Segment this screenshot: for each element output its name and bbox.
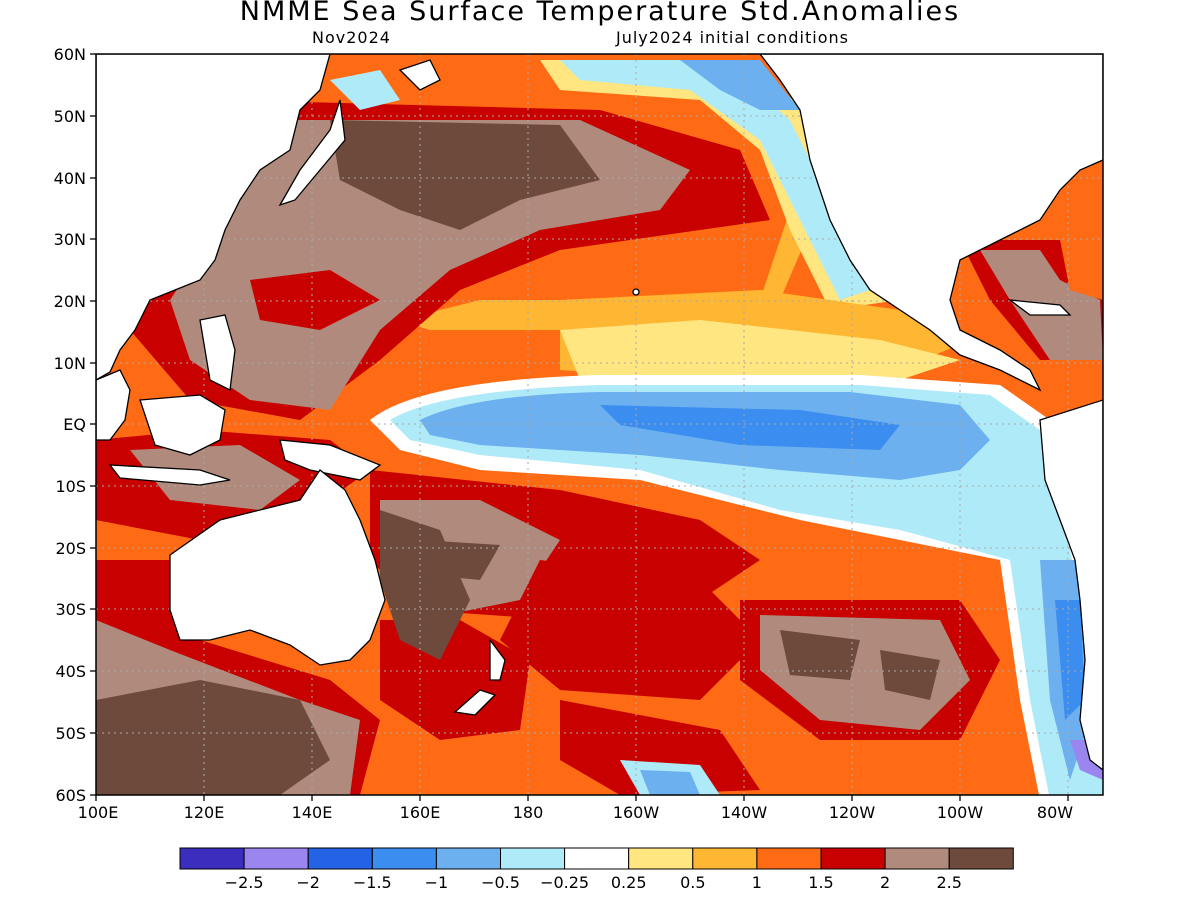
cuba	[1007, 299, 1072, 316]
lat-label: 20N	[54, 292, 86, 311]
new-guinea	[279, 439, 382, 481]
colorbar-swatch	[564, 847, 630, 870]
lon-label: 100E	[78, 803, 119, 822]
java	[108, 464, 231, 486]
land	[96, 54, 1103, 771]
malay-peninsula	[96, 369, 131, 441]
lat-label: 20S	[55, 539, 86, 558]
borneo	[139, 394, 226, 456]
colorbar-swatch	[179, 847, 245, 870]
north-america	[759, 54, 1103, 392]
colorbar-swatch	[435, 847, 501, 870]
forecast-month: Nov2024	[312, 28, 391, 47]
colorbar-swatch	[243, 847, 309, 870]
new-zealand-south	[453, 689, 497, 716]
lat-label: 60S	[55, 786, 86, 805]
colorbar-label: 0.5	[680, 873, 705, 892]
colorbar-swatch	[307, 847, 373, 870]
colorbar-label: 2.5	[936, 873, 961, 892]
japan	[278, 99, 346, 207]
colorbar-swatch	[948, 847, 1014, 870]
lat-label: EQ	[63, 415, 86, 434]
lat-label: 30S	[55, 600, 86, 619]
aleutian-islands	[398, 59, 441, 91]
lon-label: 160W	[613, 803, 660, 822]
lon-label: 100W	[937, 803, 984, 822]
longitude-labels: 100E 120E 140E 160E 180 160W 140W 120W 1…	[78, 803, 1074, 822]
anomaly-field	[96, 54, 1103, 795]
latitude-labels: 60N 50N 40N 30N 20N 10N EQ 10S 20S 30S 4…	[54, 45, 86, 805]
colorbar-swatch	[820, 847, 886, 870]
lat-label: 10N	[54, 354, 86, 373]
australia	[169, 469, 386, 666]
colorbar-swatch	[371, 847, 437, 870]
lat-label: 50N	[54, 107, 86, 126]
colorbar-label: −0.25	[540, 873, 589, 892]
lon-label: 80W	[1037, 803, 1073, 822]
lat-label: 60N	[54, 45, 86, 64]
lat-label: 40S	[55, 662, 86, 681]
new-zealand	[489, 638, 506, 681]
asia-landmass	[96, 54, 331, 381]
colorbar: −2.5 −2 −1.5 −1 −0.5 −0.25 0.25 0.5 1 1.5 2 2.5	[179, 847, 1014, 892]
colorbar-swatch	[756, 847, 822, 870]
lon-label: 160E	[400, 803, 441, 822]
colorbar-swatch	[628, 847, 694, 870]
lon-label: 140W	[721, 803, 768, 822]
colorbar-swatch	[500, 847, 566, 870]
lon-label: 120W	[829, 803, 876, 822]
initial-conditions: July2024 initial conditions	[616, 28, 849, 47]
colorbar-label: 0.25	[611, 873, 647, 892]
colorbar-label: −2.5	[225, 873, 264, 892]
colorbar-label: −1.5	[353, 873, 392, 892]
lat-label: 30N	[54, 230, 86, 249]
tick-marks	[90, 53, 1069, 801]
lat-label: 40N	[54, 169, 86, 188]
lat-label: 50S	[55, 724, 86, 743]
colorbar-swatch	[692, 847, 758, 870]
lat-label: 10S	[55, 477, 86, 496]
lon-label: 140E	[292, 803, 333, 822]
colorbar-label: 1.5	[808, 873, 833, 892]
colorbar-label: −2	[296, 873, 320, 892]
colorbar-label: −0.5	[481, 873, 520, 892]
south-america	[1039, 399, 1103, 771]
colorbar-swatch	[884, 847, 950, 870]
map-title: NMME Sea Surface Temperature Std.Anomali…	[239, 0, 961, 27]
hawaii	[632, 288, 640, 296]
colorbar-label: 1	[752, 873, 762, 892]
colorbar-label: −1	[425, 873, 449, 892]
colorbar-label: 2	[880, 873, 890, 892]
lon-label: 180	[513, 803, 544, 822]
lon-label: 120E	[184, 803, 225, 822]
philippines	[199, 314, 236, 391]
